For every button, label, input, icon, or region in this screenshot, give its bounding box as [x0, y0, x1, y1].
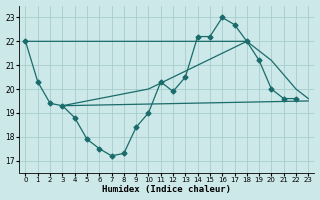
X-axis label: Humidex (Indice chaleur): Humidex (Indice chaleur)	[102, 185, 231, 194]
